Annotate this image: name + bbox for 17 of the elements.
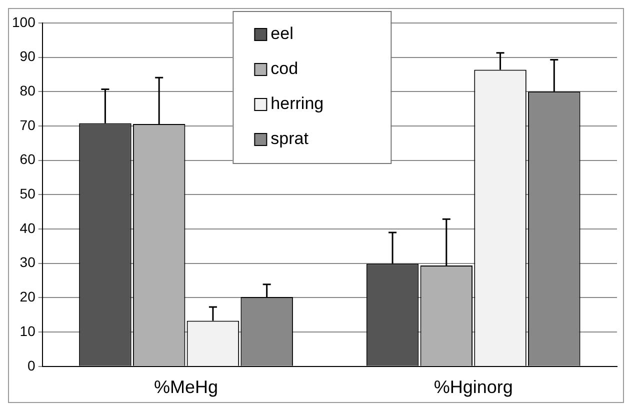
legend-label: eel [270,24,294,44]
y-tick-label: 90 [20,48,36,64]
y-tick-label: 40 [20,220,36,236]
legend-label: herring [270,94,324,114]
y-tick-label: 100 [12,14,36,30]
x-tick-label: %MeHg [154,377,218,398]
y-tick-label: 80 [20,82,36,99]
y-tick-label: 60 [20,151,36,168]
y-tick-label: 50 [20,186,36,202]
y-tick-label: 70 [20,116,36,133]
legend-label: sprat [270,129,309,148]
y-tick-label: 0 [28,357,36,374]
y-tick-label: 20 [20,288,36,305]
x-tick-label: %Hginorg [434,377,513,398]
legend-label: cod [270,59,298,78]
y-tick-label: 30 [20,254,36,270]
y-tick-label: 10 [20,322,36,339]
